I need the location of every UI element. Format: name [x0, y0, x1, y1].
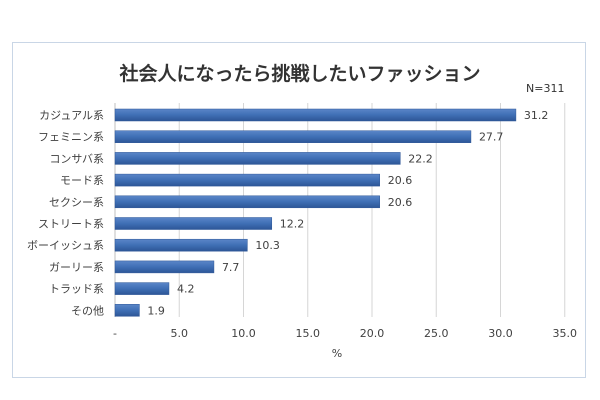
x-axis-ticks: - 5.0 10.0 15.0 20.0 25.0 30.0 35.0 [113, 327, 577, 340]
category-label: ガーリー系 [49, 261, 104, 274]
bar [114, 260, 215, 274]
data-label: 20.6 [388, 196, 413, 209]
bar [114, 304, 140, 317]
category-label: コンサバ系 [49, 152, 104, 165]
category-label: その他 [71, 304, 104, 317]
x-tick-label: 5.0 [171, 327, 189, 340]
x-tick-label: - [113, 327, 117, 340]
x-axis-label: % [332, 347, 342, 360]
x-tick-label: 25.0 [424, 327, 449, 340]
x-tick-label: 15.0 [296, 327, 321, 340]
bar [114, 130, 472, 143]
category-label: フェミニン系 [38, 131, 104, 144]
data-label: 1.9 [147, 304, 165, 317]
category-label: ボーイッシュ系 [27, 239, 104, 252]
bar [114, 195, 380, 209]
data-label: 31.2 [524, 109, 549, 122]
x-tick-label: 20.0 [360, 327, 385, 340]
category-label: トラッド系 [49, 283, 104, 296]
x-tick-label: 30.0 [488, 327, 513, 340]
data-label: 27.7 [479, 131, 504, 144]
category-label: ストリート系 [38, 218, 104, 231]
category-labels: カジュアル系 31.2 フェミニン系 27.7 コンサバ系 22.2 モード系 20.6 セクシ… [27, 109, 548, 317]
bars [114, 108, 517, 317]
x-tick-label: 35.0 [553, 327, 578, 340]
data-label: 4.2 [177, 283, 195, 296]
data-label: 22.2 [408, 152, 433, 165]
data-label: 12.2 [280, 218, 305, 231]
data-label: 7.7 [222, 261, 240, 274]
chart-frame [12, 42, 586, 378]
x-tick-label: 10.0 [231, 327, 256, 340]
bar [114, 152, 401, 165]
data-label: 10.3 [255, 239, 279, 252]
bar [114, 108, 517, 122]
category-label: カジュアル系 [39, 109, 104, 122]
bar [114, 238, 248, 252]
data-label: 20.6 [388, 174, 413, 187]
bar [114, 282, 170, 295]
chart-title: 社会人になったら挑戦したいファッション [118, 62, 480, 85]
category-label: モード系 [60, 174, 104, 187]
bar [114, 173, 380, 187]
sample-size-note: N=311 [526, 82, 564, 95]
category-label: セクシー系 [49, 196, 104, 209]
bar [114, 217, 273, 230]
